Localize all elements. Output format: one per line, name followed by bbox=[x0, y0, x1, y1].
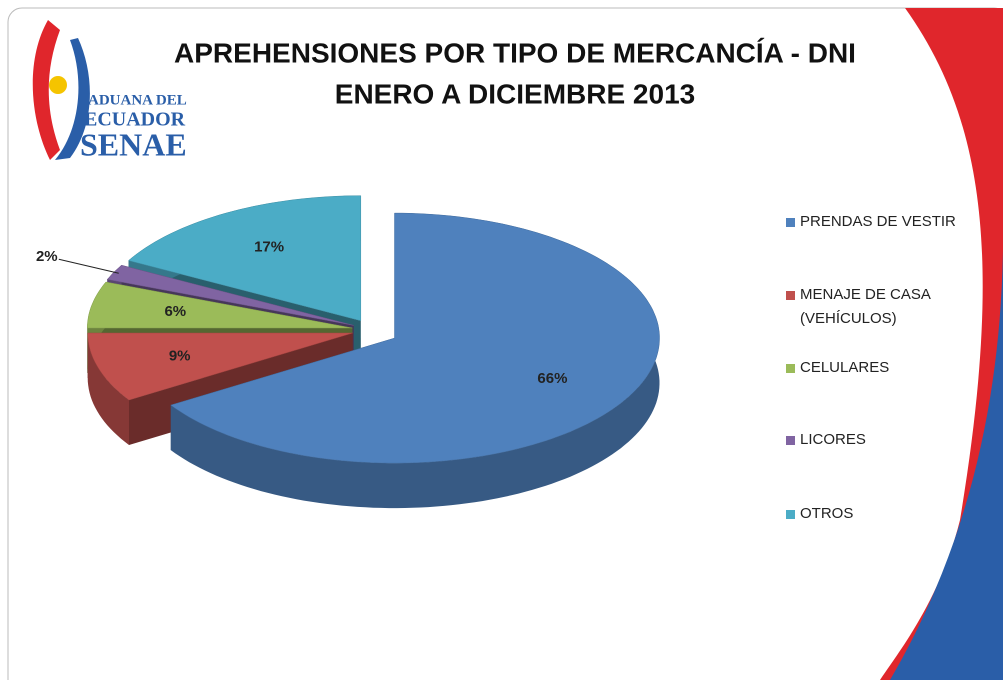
legend-swatch bbox=[786, 436, 795, 445]
data-label: 6% bbox=[164, 303, 186, 320]
legend-swatch bbox=[786, 510, 795, 519]
legend-swatch bbox=[786, 291, 795, 300]
chart-subtitle: ENERO A DICIEMBRE 2013 bbox=[335, 78, 695, 109]
legend-label: MENAJE DE CASA (VEHÍCULOS) bbox=[800, 286, 931, 327]
legend-label: PRENDAS DE VESTIR bbox=[800, 213, 956, 230]
slice-top bbox=[128, 195, 362, 322]
logo-text: SENAE bbox=[80, 126, 187, 162]
legend-label: OTROS bbox=[800, 505, 854, 522]
slice-top bbox=[87, 281, 353, 329]
deco-blue bbox=[890, 250, 1003, 680]
legend-item: OTROS bbox=[786, 502, 990, 526]
chart-title: APREHENSIONES POR TIPO DE MERCANCÍA - DN… bbox=[174, 37, 856, 68]
logo-text: ADUANA DEL bbox=[88, 92, 187, 108]
slice-side bbox=[87, 333, 129, 445]
data-label: 17% bbox=[254, 239, 284, 256]
legend-label: LICORES bbox=[800, 431, 866, 448]
pie-slice bbox=[170, 212, 660, 509]
legend-item: MENAJE DE CASA (VEHÍCULOS) bbox=[786, 283, 990, 331]
data-label: 66% bbox=[537, 370, 567, 387]
slide-border bbox=[7, 7, 1003, 680]
legend-item: PRENDAS DE VESTIR bbox=[786, 210, 990, 234]
slice-top bbox=[170, 212, 660, 464]
data-label: 9% bbox=[169, 348, 191, 365]
legend-swatch bbox=[786, 218, 795, 227]
leader-line bbox=[58, 258, 119, 274]
legend-swatch bbox=[786, 364, 795, 373]
logo-sun bbox=[49, 76, 67, 94]
logo-blue bbox=[55, 38, 90, 160]
legend-label: CELULARES bbox=[800, 359, 890, 376]
legend-item: CELULARES bbox=[786, 356, 990, 380]
legend-item: LICORES bbox=[786, 428, 990, 452]
slice-top bbox=[87, 332, 353, 401]
logo-red bbox=[32, 20, 60, 160]
data-label: 2% bbox=[36, 248, 58, 265]
logo-text: ECUADOR bbox=[84, 109, 186, 131]
